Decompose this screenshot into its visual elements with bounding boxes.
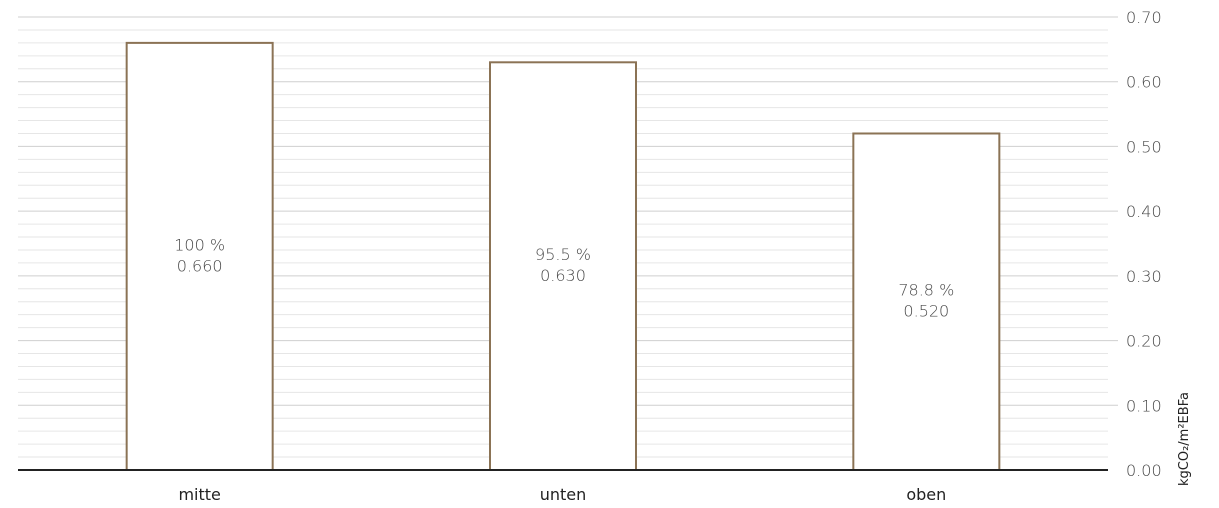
data-label-percent: 100 % [174, 235, 225, 254]
y-tick-label: 0.00 [1126, 461, 1162, 480]
data-label-percent: 78.8 % [898, 281, 954, 300]
bar-mitte [125, 41, 274, 472]
y-tick-label: 0.70 [1126, 8, 1162, 27]
y-axis-title: kgCO₂/m²EBFa [1177, 392, 1192, 486]
category-label: mitte [178, 485, 220, 504]
y-tick-label: 0.50 [1126, 137, 1162, 156]
bar-unten [489, 61, 637, 472]
y-tick-label: 0.10 [1126, 396, 1162, 415]
x-axis-categories: mitte unten oben [178, 485, 946, 504]
y-tick-label: 0.60 [1126, 73, 1162, 92]
category-label: unten [540, 485, 587, 504]
category-label: oben [906, 485, 946, 504]
bar-oben [852, 132, 1001, 471]
y-tick-label: 0.40 [1126, 202, 1162, 221]
data-label-value: 0.520 [903, 302, 949, 321]
data-label-value: 0.630 [540, 266, 586, 285]
y-tick-label: 0.30 [1126, 267, 1162, 286]
data-label-value: 0.660 [177, 256, 223, 275]
y-axis-ticks: 0.00 0.10 0.20 0.30 0.40 0.50 0.60 0.70 [1126, 8, 1162, 480]
bars: 100 % 0.660 95.5 % 0.630 78.8 % 0.520 [125, 41, 1001, 472]
data-label-percent: 95.5 % [535, 245, 591, 264]
y-tick-label: 0.20 [1126, 332, 1162, 351]
